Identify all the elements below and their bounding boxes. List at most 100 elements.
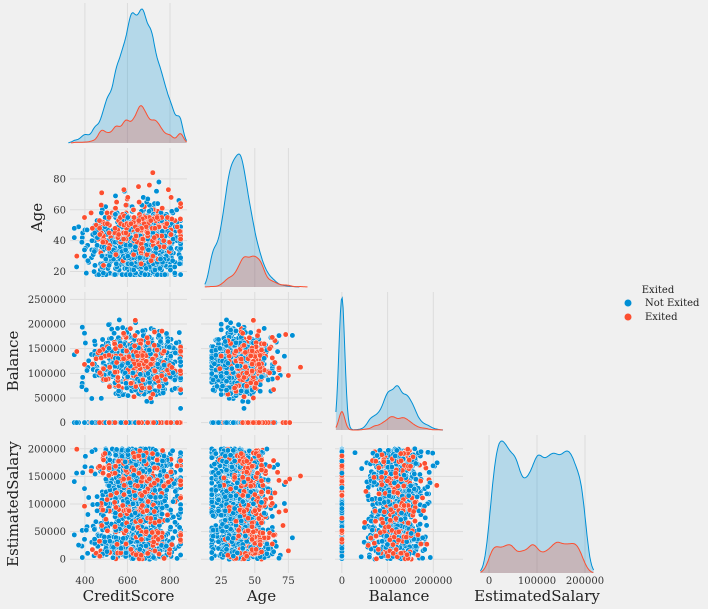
point-not-exited bbox=[102, 256, 109, 263]
point-not-exited bbox=[171, 270, 178, 277]
point-not-exited bbox=[124, 360, 131, 367]
point-exited bbox=[270, 386, 277, 393]
point-exited bbox=[149, 356, 156, 363]
point-not-exited bbox=[235, 321, 242, 328]
point-exited bbox=[286, 419, 293, 426]
point-exited bbox=[132, 332, 138, 339]
point-exited bbox=[168, 216, 175, 222]
point-not-exited bbox=[137, 371, 144, 378]
point-exited bbox=[112, 419, 118, 426]
point-exited bbox=[106, 214, 112, 221]
point-not-exited bbox=[172, 349, 179, 356]
point-exited bbox=[131, 393, 137, 400]
point-exited bbox=[112, 225, 119, 232]
point-not-exited bbox=[79, 324, 86, 331]
point-exited bbox=[123, 202, 129, 209]
point-not-exited bbox=[170, 369, 177, 376]
point-not-exited bbox=[216, 345, 223, 352]
point-not-exited bbox=[234, 363, 241, 369]
point-not-exited bbox=[111, 271, 118, 278]
point-exited bbox=[122, 419, 129, 426]
point-exited bbox=[112, 345, 119, 352]
point-not-exited bbox=[157, 338, 164, 345]
point-exited bbox=[81, 361, 88, 368]
point-not-exited bbox=[88, 395, 95, 402]
point-exited bbox=[161, 243, 168, 250]
point-exited bbox=[177, 367, 184, 374]
point-exited bbox=[132, 317, 139, 324]
point-not-exited bbox=[227, 327, 234, 334]
point-not-exited bbox=[81, 253, 88, 260]
point-exited bbox=[106, 352, 112, 359]
point-exited bbox=[136, 199, 143, 206]
kde-area-not-exited bbox=[68, 9, 187, 143]
point-not-exited bbox=[89, 237, 95, 244]
point-exited bbox=[154, 347, 161, 354]
point-exited bbox=[139, 384, 146, 391]
point-not-exited bbox=[124, 373, 131, 380]
point-not-exited bbox=[261, 325, 268, 332]
point-not-exited bbox=[168, 208, 175, 215]
point-exited bbox=[177, 348, 184, 355]
point-not-exited bbox=[94, 242, 101, 249]
point-not-exited bbox=[161, 271, 168, 278]
point-not-exited bbox=[145, 246, 152, 253]
point-exited bbox=[134, 352, 141, 359]
point-not-exited bbox=[261, 355, 268, 362]
point-not-exited bbox=[100, 270, 107, 277]
point-exited bbox=[138, 260, 145, 267]
point-exited bbox=[243, 369, 250, 376]
point-not-exited bbox=[114, 325, 121, 332]
point-exited bbox=[114, 374, 121, 381]
point-exited bbox=[123, 348, 130, 354]
point-not-exited bbox=[84, 550, 91, 557]
point-not-exited bbox=[257, 388, 264, 395]
kde-line-exited bbox=[70, 105, 187, 144]
point-exited bbox=[139, 376, 146, 383]
point-exited bbox=[120, 355, 127, 362]
point-exited bbox=[242, 364, 249, 371]
point-exited bbox=[177, 386, 184, 393]
point-exited bbox=[120, 330, 127, 337]
point-not-exited bbox=[71, 478, 78, 485]
point-not-exited bbox=[258, 373, 265, 380]
point-exited bbox=[224, 348, 231, 355]
point-exited bbox=[241, 342, 247, 349]
point-exited bbox=[243, 383, 250, 389]
point-exited bbox=[254, 332, 261, 339]
point-not-exited bbox=[176, 260, 183, 267]
point-exited bbox=[233, 348, 239, 355]
point-not-exited bbox=[233, 327, 239, 334]
point-not-exited bbox=[247, 329, 254, 336]
point-exited bbox=[250, 419, 257, 426]
point-exited bbox=[216, 365, 223, 372]
point-exited bbox=[246, 334, 253, 341]
point-exited bbox=[89, 361, 96, 368]
point-exited bbox=[249, 368, 256, 374]
point-exited bbox=[96, 419, 103, 426]
point-exited bbox=[255, 361, 262, 368]
point-exited bbox=[120, 236, 127, 243]
point-exited bbox=[112, 369, 119, 376]
point-not-exited bbox=[144, 370, 151, 377]
point-exited bbox=[96, 369, 103, 376]
panel-age-vs-creditscore bbox=[70, 148, 187, 287]
point-not-exited bbox=[281, 353, 288, 360]
point-not-exited bbox=[123, 380, 129, 387]
point-not-exited bbox=[127, 271, 134, 278]
point-exited bbox=[96, 231, 103, 238]
point-exited bbox=[98, 354, 105, 361]
scatter-points bbox=[71, 169, 184, 278]
point-not-exited bbox=[85, 494, 92, 501]
point-exited bbox=[106, 419, 113, 426]
point-exited bbox=[151, 329, 158, 335]
point-exited bbox=[148, 257, 155, 264]
point-exited bbox=[135, 217, 142, 224]
point-exited bbox=[139, 236, 146, 243]
kde-area-exited bbox=[70, 105, 187, 143]
point-not-exited bbox=[177, 405, 184, 412]
point-not-exited bbox=[171, 376, 178, 383]
point-exited bbox=[120, 186, 127, 193]
point-exited bbox=[151, 225, 158, 232]
